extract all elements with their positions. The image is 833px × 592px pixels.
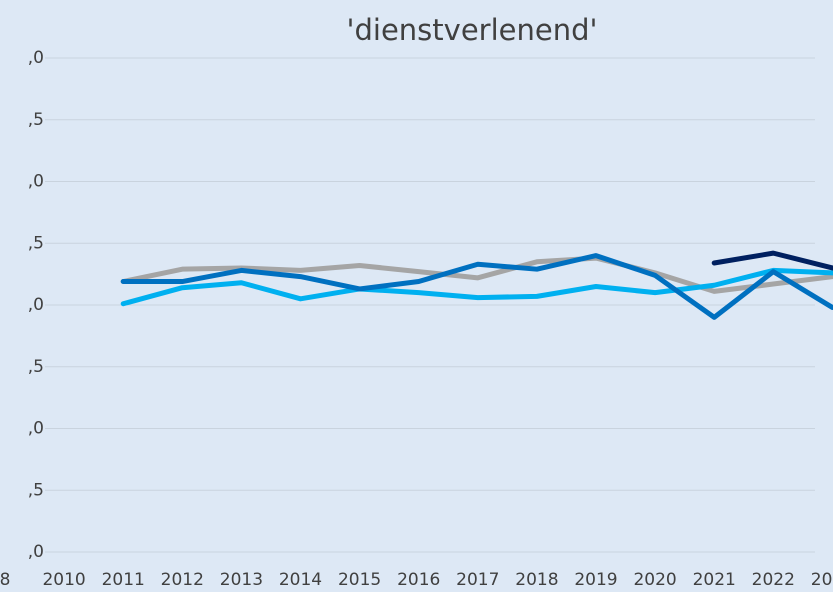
series-line: [120, 253, 833, 320]
x-tick-label: 2017: [456, 570, 499, 590]
y-tick-label: ,5: [28, 233, 44, 253]
x-tick-label: 2020: [633, 570, 676, 590]
x-tick-label: 2011: [102, 570, 145, 590]
x-tick-label: 2015: [338, 570, 381, 590]
series-line: [120, 267, 833, 307]
x-tick-label: 2016: [397, 570, 440, 590]
x-tick-label: 2022: [752, 570, 795, 590]
y-tick-label: ,5: [28, 357, 44, 377]
x-tick-label: 2019: [574, 570, 617, 590]
y-tick-label: ,0: [28, 295, 44, 315]
x-tick-label: 2018: [515, 570, 558, 590]
y-tick-label: ,0: [28, 172, 44, 192]
x-tick-label: 2010: [42, 570, 85, 590]
series-line: [711, 250, 833, 271]
y-tick-label: ,5: [28, 110, 44, 130]
x-tick-label: 2023: [811, 570, 833, 590]
x-tick-label: 8: [0, 570, 10, 590]
x-tick-label: 2014: [279, 570, 322, 590]
y-tick-label: ,0: [28, 419, 44, 439]
x-tick-label: 2012: [161, 570, 204, 590]
y-tick-label: ,0: [28, 48, 44, 68]
y-tick-label: ,0: [28, 542, 44, 562]
x-tick-label: 2021: [693, 570, 736, 590]
x-tick-label: 2013: [220, 570, 263, 590]
chart-title: 'dienstverlenend': [347, 13, 598, 47]
y-tick-label: ,5: [28, 480, 44, 500]
